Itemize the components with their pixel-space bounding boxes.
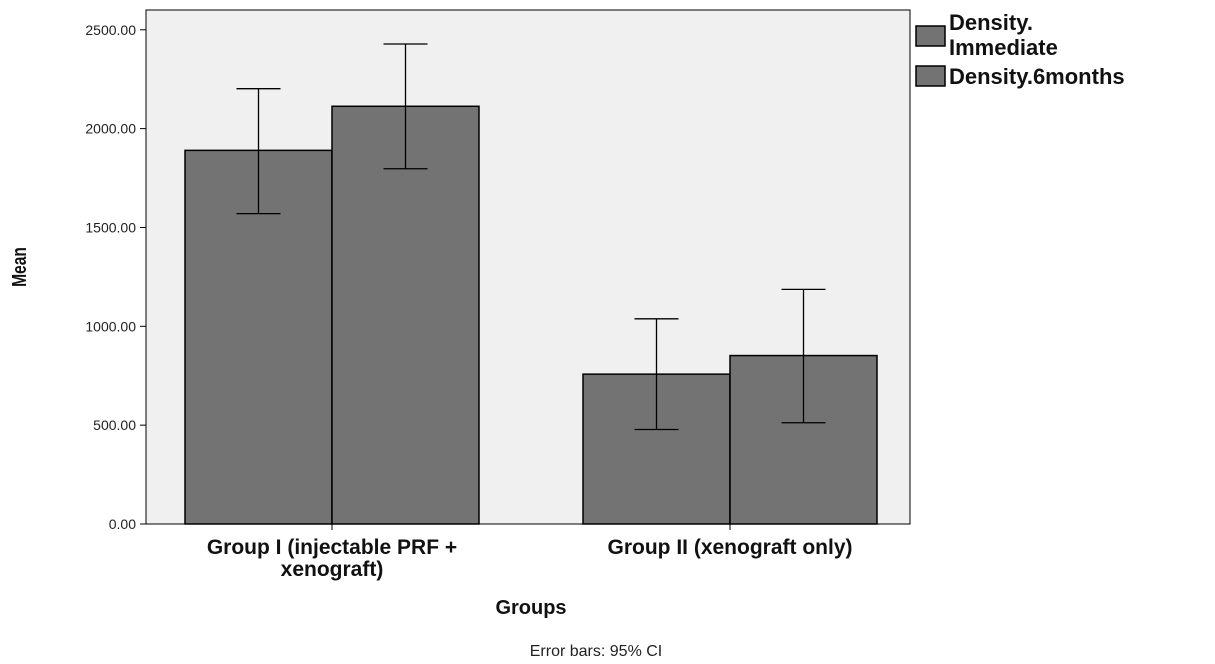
legend-label: Density. Immediate: [949, 10, 1058, 60]
y-tick-label: 2000.00: [85, 121, 136, 137]
error-bars-layer: [236, 43, 826, 431]
legend: Density. Immediate Density.6months: [915, 10, 1125, 89]
y-tick-label: 1500.00: [85, 219, 136, 235]
x-axis-title: Groups: [495, 597, 566, 619]
x-category-label: Group I (injectable PRF + xenograft): [207, 536, 457, 581]
y-tick-label: 0.00: [109, 516, 136, 532]
y-axis: 0.00 500.00 1000.00 1500.00 2000.00 2500.00: [85, 22, 146, 532]
footnote-error-bars: Error bars: 95% CI: [530, 643, 662, 660]
legend-swatch: [915, 65, 946, 87]
y-tick-label: 500.00: [93, 417, 136, 433]
y-tick-label: 1000.00: [85, 318, 136, 334]
legend-swatch: [915, 25, 946, 47]
x-axis: Group I (injectable PRF + xenograft) Group…: [207, 524, 853, 581]
y-tick-label: 2500.00: [85, 22, 136, 38]
y-axis-title: Mean: [8, 247, 30, 287]
x-category-label: Group II (xenograft only): [608, 536, 853, 559]
legend-label: Density.6months: [949, 64, 1125, 89]
